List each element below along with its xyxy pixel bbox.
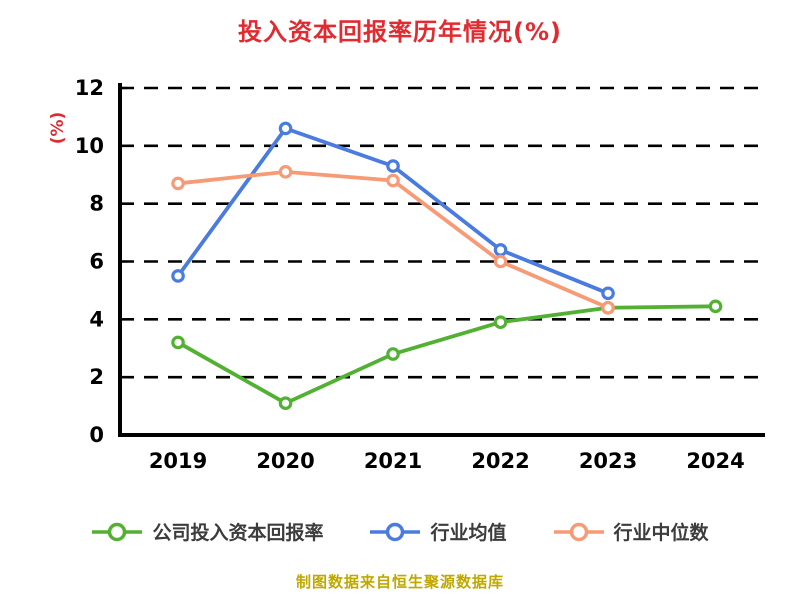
source-caption: 制图数据来自恒生聚源数据库 (295, 573, 504, 591)
chart-title: 投入资本回报率历年情况(%) (238, 18, 562, 46)
svg-text:2021: 2021 (364, 449, 422, 473)
svg-text:4: 4 (89, 307, 104, 331)
svg-text:8: 8 (89, 192, 104, 216)
svg-text:12: 12 (75, 76, 104, 100)
legend: 公司投入资本回报率 行业均值 行业中位数 (0, 518, 800, 545)
svg-text:0: 0 (89, 423, 104, 447)
svg-text:2024: 2024 (686, 449, 744, 473)
legend-marker-industry-median-icon (553, 522, 604, 541)
svg-text:10: 10 (75, 134, 104, 158)
legend-label-company: 公司投入资本回报率 (152, 522, 324, 544)
svg-text:2023: 2023 (579, 449, 637, 473)
svg-text:2020: 2020 (256, 449, 314, 473)
legend-entry-industry-median: 行业中位数 (553, 518, 709, 545)
legend-marker-company-icon (92, 522, 143, 541)
legend-entry-industry-avg: 行业均值 (369, 518, 507, 545)
svg-text:6: 6 (89, 250, 104, 274)
svg-text:2022: 2022 (471, 449, 529, 473)
legend-entry-company: 公司投入资本回报率 (91, 518, 323, 545)
svg-text:2: 2 (89, 365, 104, 389)
line-chart-plot: 0 2 4 6 8 10 12 2019 2020 2021 2022 2023 2024 (75, 76, 765, 473)
legend-label-industry-avg: 行业均值 (430, 522, 507, 544)
svg-text:2019: 2019 (149, 449, 207, 473)
legend-label-industry-median: 行业中位数 (613, 522, 709, 544)
legend-marker-industry-avg-icon (370, 522, 421, 541)
